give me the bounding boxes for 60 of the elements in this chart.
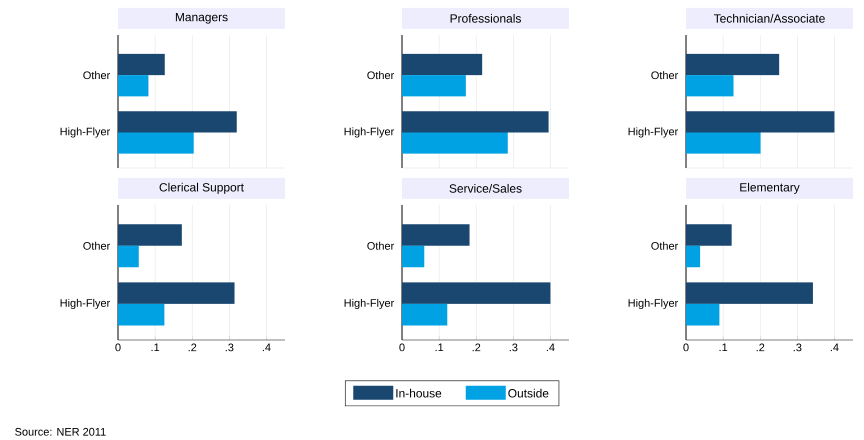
bar	[402, 224, 470, 246]
y-tick-label: High-Flyer	[628, 298, 678, 310]
chart-title: Technician/Associate	[714, 14, 825, 23]
source-note: Source: NER 2011	[15, 428, 106, 436]
y-tick-label: High-Flyer	[344, 127, 394, 138]
bar	[402, 54, 482, 76]
chart-title: Clerical Support	[160, 182, 244, 194]
bar	[402, 132, 508, 154]
bar	[118, 304, 164, 326]
bar	[686, 75, 734, 96]
bar	[402, 75, 466, 96]
x-tick-label: 0	[683, 344, 689, 352]
bar	[118, 246, 139, 268]
bar	[118, 75, 148, 96]
bar	[118, 111, 237, 132]
chart-title: Service/Sales	[450, 184, 522, 193]
bar	[686, 224, 732, 246]
x-tick-label: .2	[472, 344, 480, 352]
bar	[686, 54, 780, 76]
x-tick-label: .1	[436, 344, 444, 352]
y-tick-label: High-Flyer	[60, 127, 110, 138]
x-tick-label: .2	[756, 344, 764, 352]
x-tick-label: .1	[152, 344, 160, 352]
x-tick-label: .3	[794, 344, 802, 352]
bar	[402, 304, 448, 326]
bar	[686, 111, 834, 132]
chart-title: Elementary	[740, 182, 800, 194]
y-tick-label: High-Flyer	[344, 298, 394, 310]
chart-title: Managers	[176, 12, 228, 24]
x-tick-label: 0	[399, 344, 405, 352]
chart-title: Professionals	[450, 14, 521, 23]
x-tick-label: .3	[510, 344, 518, 352]
bar	[402, 246, 424, 268]
bar	[686, 282, 813, 304]
y-tick-label: High-Flyer	[60, 298, 110, 310]
x-tick-label: .4	[262, 344, 271, 352]
bar	[118, 282, 235, 304]
y-tick-label: Other	[83, 242, 110, 250]
y-tick-label: Other	[367, 242, 394, 250]
bar	[402, 282, 550, 304]
y-tick-label: Other	[83, 71, 110, 80]
x-tick-label: 0	[115, 344, 121, 352]
bar	[686, 246, 700, 268]
y-tick-label: High-Flyer	[628, 127, 678, 138]
x-tick-label: .4	[546, 344, 555, 352]
y-tick-label: Other	[367, 71, 394, 80]
y-tick-label: Other	[651, 242, 678, 250]
bar	[686, 132, 761, 154]
bar	[402, 111, 549, 132]
x-tick-label: .3	[226, 344, 234, 352]
legend-label: Outside	[508, 388, 548, 398]
bar	[118, 224, 182, 246]
bar	[686, 304, 720, 326]
x-tick-label: .2	[188, 344, 196, 352]
x-tick-label: .1	[720, 344, 728, 352]
bar	[118, 132, 194, 154]
x-tick-label: .4	[830, 344, 839, 352]
bar	[118, 54, 165, 76]
y-tick-label: Other	[651, 71, 678, 80]
legend-label: In-house	[396, 388, 442, 398]
